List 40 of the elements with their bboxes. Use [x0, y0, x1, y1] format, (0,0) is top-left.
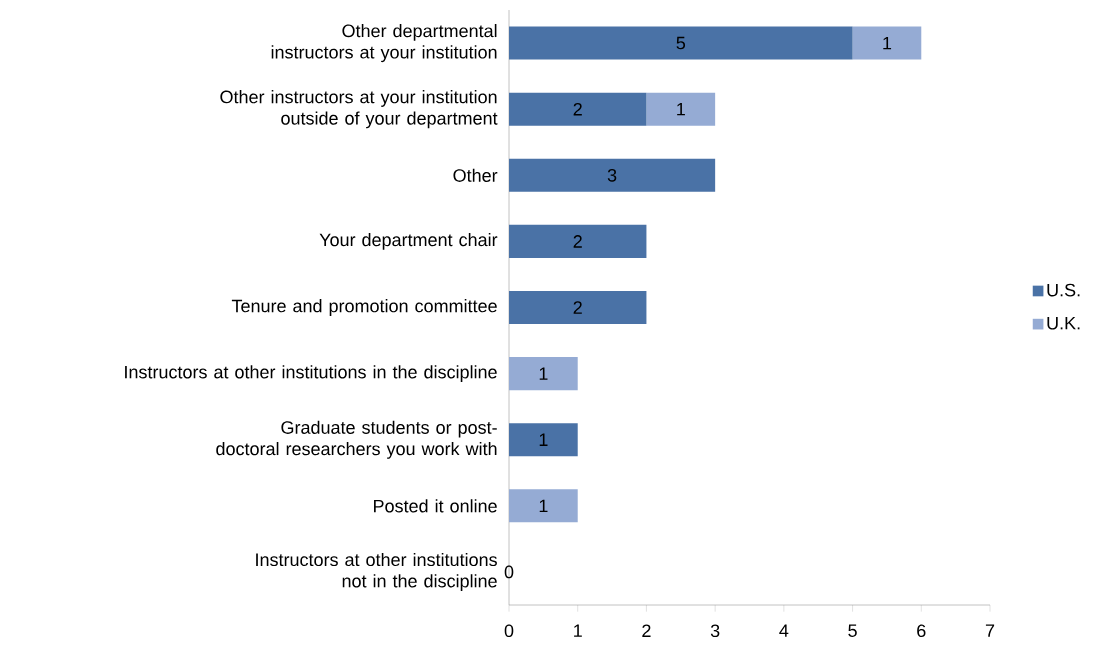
bar: [646, 92, 716, 126]
data-label: 1: [883, 36, 892, 50]
y-tick-label: Your department chair: [319, 233, 498, 250]
x-tick-label: 3: [710, 624, 720, 638]
x-tick-label: 2: [642, 624, 651, 637]
data-label: 2: [573, 102, 582, 116]
x-tick-label: 4: [779, 624, 789, 637]
x-tick-label: 6: [917, 624, 926, 638]
bar: [509, 357, 578, 391]
y-tick-label: Tenure and promotion committee: [231, 299, 497, 316]
bar: [509, 224, 647, 258]
y-tick-label: Posted it online: [374, 499, 497, 513]
bar: [509, 26, 853, 60]
y-tick-label: Graduate students or post-doctoral researchers you work with: [216, 420, 497, 459]
data-label: 5: [676, 36, 686, 50]
data-label: 1: [539, 499, 548, 513]
bar: [509, 423, 578, 457]
bar: [509, 92, 647, 126]
x-tick-label: 7: [985, 624, 995, 637]
data-label: 2: [573, 235, 582, 248]
data-label: 0: [504, 565, 514, 579]
y-tick-label: Other departmental instructors at your institution: [271, 24, 497, 63]
x-tick-label: 1: [574, 624, 582, 637]
y-tick-label: Other: [453, 168, 498, 182]
data-label: 1: [539, 367, 548, 380]
bar: [509, 489, 578, 523]
legend-label: U.S.: [1047, 283, 1080, 297]
data-label: 3: [607, 168, 617, 182]
legend-label: U.K.: [1047, 316, 1080, 330]
data-label: 1: [539, 433, 548, 446]
y-tick-label: Instructors at other institutions in the discipline: [125, 365, 497, 383]
bar: [509, 158, 716, 192]
data-label: 1: [677, 102, 685, 116]
y-tick-label: Other instructors at your institution outside of your department: [220, 90, 498, 129]
y-tick-label: Instructors at other institutions not in the discipline: [256, 552, 497, 592]
bar: [852, 26, 922, 60]
x-tick-label: 5: [848, 624, 857, 637]
bar: [509, 290, 647, 325]
data-label: 2: [573, 301, 582, 314]
x-tick-label: 0: [504, 624, 514, 638]
